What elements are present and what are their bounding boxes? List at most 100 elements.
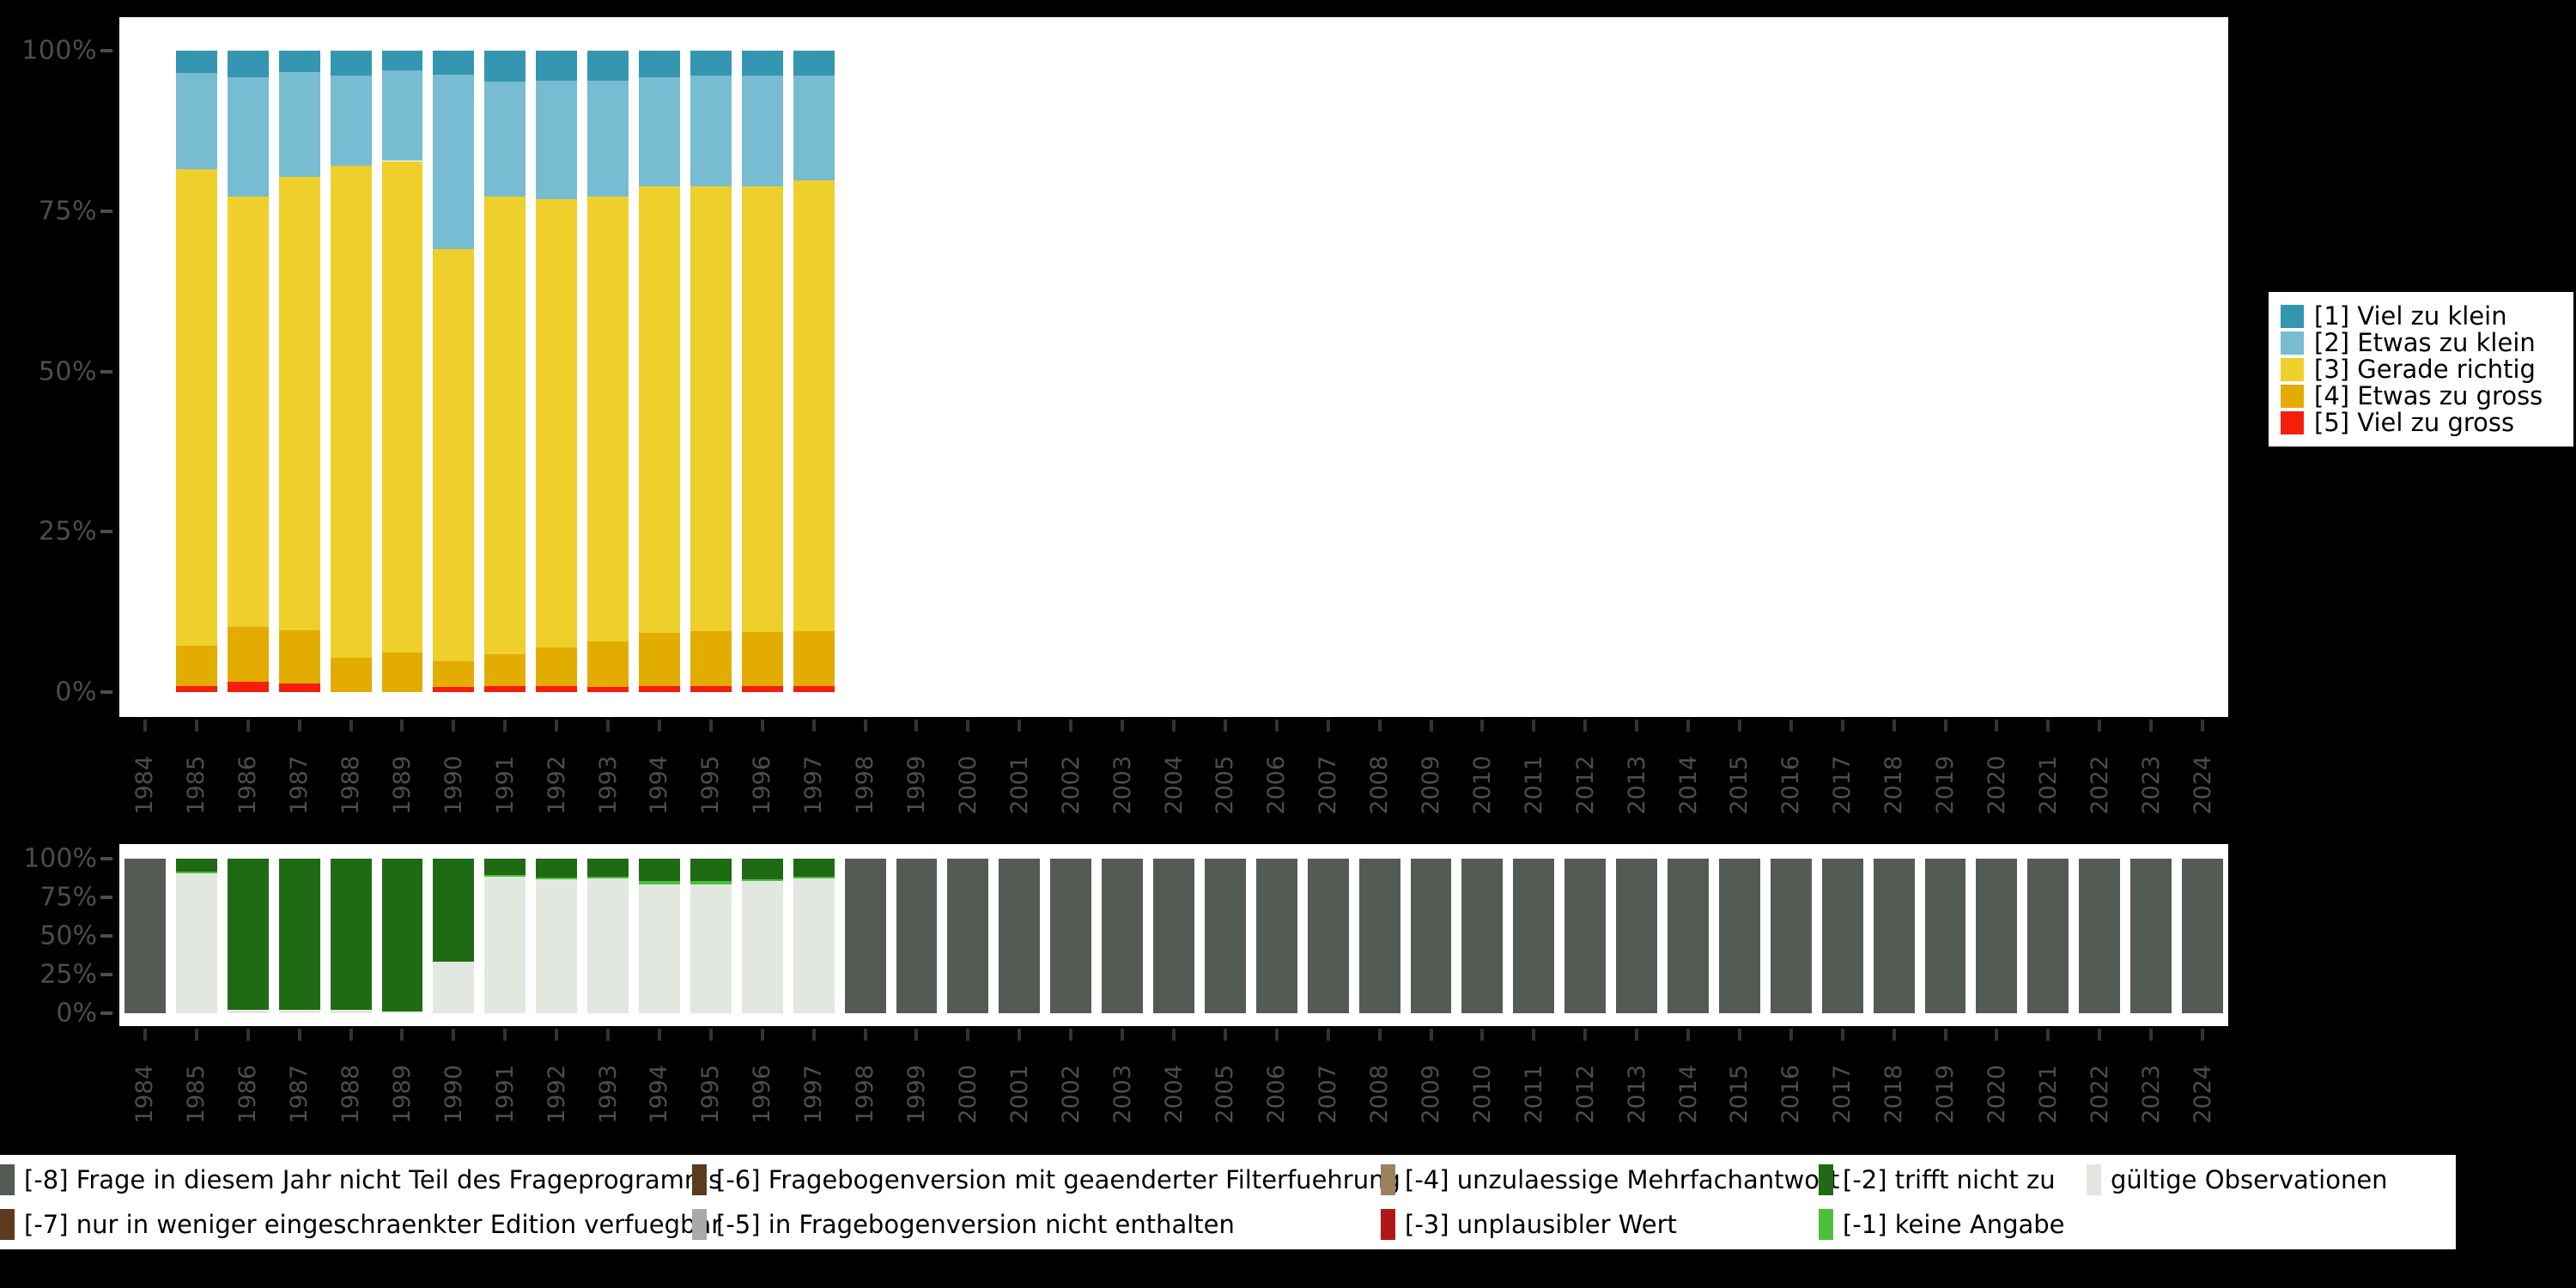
x-tick-label-2018: 2018 — [1880, 1065, 1908, 1124]
main-bar-segment — [741, 76, 783, 186]
x-tick-1993 — [606, 720, 611, 732]
status-bar-1996 — [741, 859, 783, 1013]
main-bar-segment — [741, 51, 783, 76]
x-tick-1997 — [811, 720, 816, 732]
x-tick-2002 — [1069, 1029, 1073, 1041]
status-bar-segment — [690, 881, 732, 885]
x-tick-label-2017: 2017 — [1829, 1065, 1856, 1124]
status-bar-segment — [690, 859, 732, 882]
x-tick-label-2003: 2003 — [1109, 1065, 1136, 1124]
status-bar-2010 — [1461, 859, 1504, 1013]
main-bar-1993 — [587, 51, 629, 692]
status-bar-1993 — [587, 859, 629, 1013]
status-bar-2008 — [1358, 859, 1400, 1013]
x-tick-label-1997: 1997 — [800, 1065, 828, 1124]
status-bar-segment — [484, 859, 526, 876]
x-tick-2014 — [1686, 720, 1691, 732]
status-bar-2014 — [1668, 859, 1709, 1013]
x-tick-2006 — [1274, 720, 1279, 732]
main-bar-segment — [175, 686, 217, 692]
x-tick-label-2002: 2002 — [1057, 1065, 1084, 1124]
status-bar-segment — [947, 859, 989, 1013]
main-bar-segment — [484, 81, 526, 197]
x-tick-label-2020: 2020 — [1983, 756, 2010, 815]
status-bar-2001 — [999, 859, 1041, 1013]
main-bar-segment — [639, 51, 680, 77]
status-bar-segment — [175, 872, 217, 873]
status-bar-segment — [227, 859, 269, 1011]
x-tick-label-2006: 2006 — [1263, 1065, 1291, 1124]
x-tick-2004 — [1172, 720, 1176, 732]
x-tick-label-2024: 2024 — [2189, 756, 2216, 815]
status-bar-2021 — [2027, 859, 2069, 1013]
status-bar-segment — [1924, 859, 1966, 1013]
x-tick-label-1999: 1999 — [902, 756, 930, 815]
x-tick-2023 — [2149, 1029, 2154, 1041]
status-legend-row1-item-3: [-4] unzulaessige Mehrfachantwort — [1381, 1160, 1839, 1200]
status-bar-2007 — [1307, 859, 1349, 1013]
main-bar-1995 — [690, 51, 732, 692]
main-bar-1994 — [639, 51, 680, 692]
status-legend-row-1: [-8] Frage in diesem Jahr nicht Teil des… — [0, 1160, 2456, 1200]
main-bar-segment — [433, 51, 475, 76]
status-bar-1998 — [844, 859, 886, 1013]
status-bar-2000 — [947, 859, 989, 1013]
status-bar-1997 — [793, 859, 835, 1013]
main-bar-1985 — [175, 51, 217, 692]
status-y-tick-mark — [100, 896, 112, 899]
main-bar-1997 — [793, 51, 835, 692]
status-legend: [-8] Frage in diesem Jahr nicht Teil des… — [0, 1155, 2456, 1249]
status-bar-segment — [278, 859, 320, 1011]
status-y-tick-mark — [100, 1012, 112, 1015]
x-tick-label-2022: 2022 — [2086, 756, 2113, 815]
status-bar-segment — [1255, 859, 1297, 1013]
x-tick-label-2015: 2015 — [1726, 756, 1753, 815]
status-bar-segment — [536, 879, 578, 1013]
main-bar-segment — [278, 177, 320, 630]
main-bar-segment — [381, 652, 423, 692]
legend-item-3: [3] Gerade richtig — [2281, 355, 2543, 384]
x-tick-label-2009: 2009 — [1418, 1065, 1444, 1124]
x-tick-label-2003: 2003 — [1109, 756, 1136, 815]
status-bar-segment — [175, 872, 217, 1013]
x-tick-label-1988: 1988 — [337, 756, 365, 815]
main-bar-segment — [381, 161, 423, 653]
x-tick-label-2001: 2001 — [1005, 1065, 1033, 1124]
x-tick-2011 — [1532, 1029, 1536, 1041]
status-bar-segment — [278, 1010, 320, 1013]
status-bar-segment — [639, 859, 680, 881]
x-tick-label-2021: 2021 — [2034, 1065, 2062, 1124]
x-tick-1985 — [194, 720, 198, 732]
status-bar-1985 — [175, 859, 217, 1013]
main-bar-segment — [381, 51, 423, 71]
status-legend-row1-item-5: gültige Observationen — [2087, 1160, 2388, 1200]
status-bar-segment — [1102, 859, 1144, 1013]
main-bar-1989 — [381, 51, 423, 692]
x-tick-2009 — [1429, 720, 1433, 732]
x-tick-2023 — [2149, 720, 2154, 732]
main-bar-segment — [793, 631, 835, 687]
x-tick-1996 — [760, 1029, 764, 1041]
status-y-tick-mark — [100, 857, 112, 860]
legend-item-label: [4] Etwas zu gross — [2314, 381, 2543, 410]
status-bar-2024 — [2182, 859, 2223, 1013]
x-tick-label-2000: 2000 — [954, 1065, 981, 1124]
x-tick-label-2004: 2004 — [1160, 756, 1188, 815]
x-tick-label-2024: 2024 — [2189, 1065, 2216, 1124]
legend-swatch-icon — [2281, 384, 2304, 408]
main-bar-segment — [690, 51, 732, 76]
status-bar-1990 — [433, 859, 475, 1013]
x-tick-2015 — [1737, 720, 1741, 732]
x-tick-1991 — [503, 720, 507, 732]
x-tick-2010 — [1480, 1029, 1485, 1041]
x-tick-label-2019: 2019 — [1932, 756, 1959, 815]
main-bar-segment — [639, 76, 680, 187]
x-tick-2000 — [966, 720, 970, 732]
status-bar-2004 — [1153, 859, 1194, 1013]
x-tick-2001 — [1018, 720, 1022, 732]
status-bar-segment — [1307, 859, 1349, 1013]
x-tick-label-2017: 2017 — [1829, 756, 1856, 815]
status-bar-2022 — [2079, 859, 2121, 1013]
main-bar-segment — [433, 248, 475, 662]
main-bar-segment — [793, 51, 835, 76]
